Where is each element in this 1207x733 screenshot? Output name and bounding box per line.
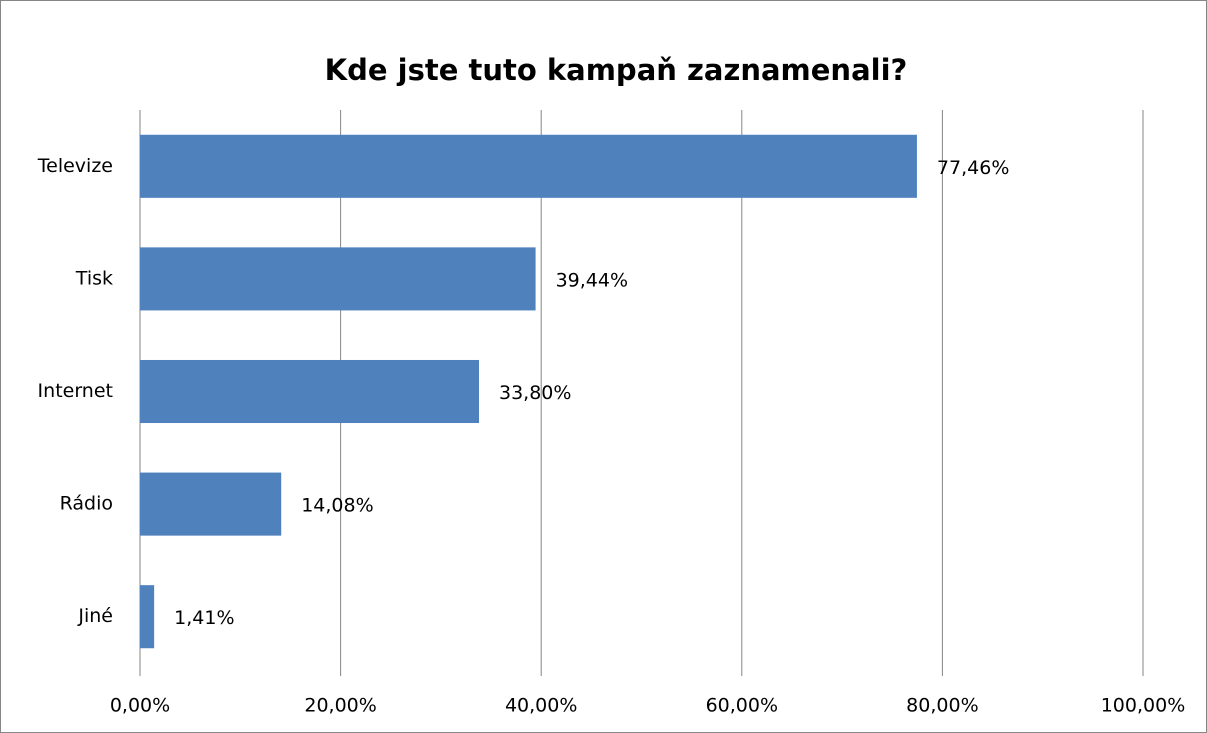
x-tick-label: 60,00% bbox=[706, 695, 778, 717]
x-tick-label: 100,00% bbox=[1101, 695, 1186, 717]
y-tick-label: Rádio bbox=[60, 493, 113, 515]
bar bbox=[140, 359, 480, 424]
x-tick-label: 20,00% bbox=[304, 695, 376, 717]
chart-title: Kde jste tuto kampaň zaznamenali? bbox=[325, 53, 908, 87]
y-tick-label: Televize bbox=[37, 155, 113, 177]
x-tick-label: 0,00% bbox=[110, 695, 170, 717]
x-tick-label: 40,00% bbox=[505, 695, 577, 717]
y-tick-label: Internet bbox=[38, 380, 113, 402]
bar bbox=[140, 585, 155, 649]
y-tick-label: Jiné bbox=[77, 605, 113, 627]
bar bbox=[140, 247, 536, 311]
y-tick-label: Tisk bbox=[75, 267, 113, 289]
bar bbox=[140, 472, 282, 536]
data-label: 39,44% bbox=[556, 269, 628, 291]
data-label: 77,46% bbox=[937, 157, 1009, 179]
data-label: 1,41% bbox=[174, 607, 234, 629]
bar bbox=[140, 134, 917, 198]
x-tick-label: 80,00% bbox=[906, 695, 978, 717]
data-label: 14,08% bbox=[301, 495, 373, 517]
data-label: 33,80% bbox=[499, 382, 571, 404]
